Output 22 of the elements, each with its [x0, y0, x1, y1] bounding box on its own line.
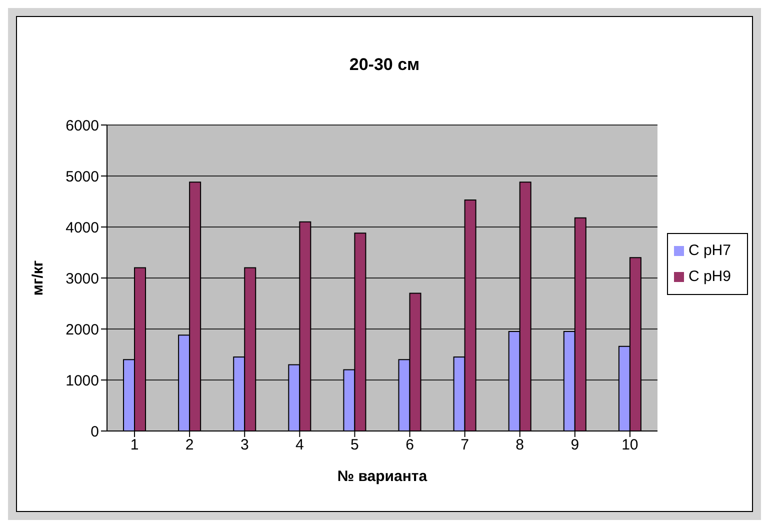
- x-tick-label: 2: [185, 436, 194, 454]
- y-axis-title: мг/кг: [29, 260, 46, 296]
- x-tick-label: 7: [460, 436, 469, 454]
- y-tick-label: 6000: [66, 117, 99, 134]
- x-tick-label: 4: [295, 436, 304, 454]
- legend-label: C pH7: [688, 242, 731, 259]
- x-axis-title: № варианта: [337, 468, 428, 485]
- y-tick-label: 1000: [66, 372, 99, 390]
- y-tick-label: 4000: [66, 219, 99, 236]
- x-tick-label: 6: [406, 436, 414, 454]
- legend-label: C pH9: [688, 268, 731, 285]
- x-tick-label: 5: [350, 436, 359, 454]
- chart-title: 20-30 см: [348, 55, 421, 75]
- x-tick-label: 3: [240, 436, 249, 454]
- x-tick-label: 9: [570, 436, 580, 454]
- x-tick-label: 1: [130, 436, 139, 454]
- x-tick-label: 8: [516, 436, 524, 454]
- y-tick-label: 5000: [66, 168, 99, 186]
- y-tick-label: 0: [90, 423, 99, 440]
- y-tick-label: 2000: [66, 321, 99, 338]
- y-tick-label: 3000: [66, 270, 99, 288]
- x-tick-label: 10: [622, 436, 638, 454]
